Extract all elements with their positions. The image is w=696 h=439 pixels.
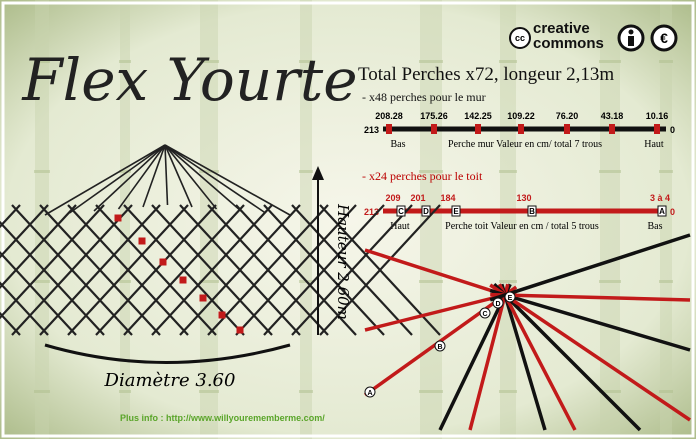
roof-end: 0 xyxy=(670,207,675,217)
bamboo-node xyxy=(499,170,517,173)
body: {"title": "Flex Yourte", "license": {"li… xyxy=(0,0,696,439)
wall-hole-value: 175.26 xyxy=(420,111,448,121)
bamboo-node xyxy=(34,390,50,393)
bamboo-node xyxy=(34,170,50,173)
wall-hole xyxy=(654,124,660,134)
wall-hole-value: 76.20 xyxy=(556,111,579,121)
roof-hole-letter: A xyxy=(659,207,665,216)
bamboo-node xyxy=(499,280,517,283)
wall-hole xyxy=(609,124,615,134)
roof-hole-value: 130 xyxy=(516,193,531,203)
by-head xyxy=(629,30,634,35)
bamboo-node xyxy=(299,170,313,173)
lattice-marker xyxy=(180,277,187,284)
wall-left-label: Bas xyxy=(391,139,406,150)
wall-hole xyxy=(431,124,437,134)
bamboo-node xyxy=(419,280,443,283)
roof-hole-letter: E xyxy=(453,207,459,216)
bamboo-node xyxy=(659,280,673,283)
bamboo-node xyxy=(659,170,673,173)
bamboo-node xyxy=(599,170,621,173)
cc-line2: commons xyxy=(533,35,604,52)
rod-hole-letter: A xyxy=(367,390,372,397)
roof-hole-value: 184 xyxy=(440,193,455,203)
cc-badge: cc xyxy=(515,33,525,43)
wall-end: 0 xyxy=(670,125,675,135)
page: Flex Yourte html, body { margin: 0; padd… xyxy=(0,0,696,439)
lattice-marker xyxy=(160,259,167,266)
bamboo-node xyxy=(299,390,313,393)
rod-hole-letter: B xyxy=(437,344,442,351)
roof-heading: - x24 perches pour le toit xyxy=(362,169,483,183)
wall-right-label: Haut xyxy=(644,139,664,150)
footer-link[interactable]: Plus info : http://www.willyourememberme… xyxy=(120,413,325,423)
infographic: Flex Yourte cc creative commons € Total … xyxy=(0,0,696,439)
roof-hole-value: 201 xyxy=(410,193,425,203)
bamboo-node xyxy=(499,60,517,63)
roof-hole-letter: B xyxy=(529,207,535,216)
nc-glyph: € xyxy=(660,30,668,46)
rod-hole-letter: D xyxy=(495,301,500,308)
roof-hole-letter: D xyxy=(423,207,429,216)
wall-caption: Perche mur Valeur en cm/ total 7 trous xyxy=(448,139,602,150)
wall-heading: - x48 perches pour le mur xyxy=(362,90,486,104)
roof-hole-value: 3 à 4 xyxy=(650,193,670,203)
wall-hole-value: 142.25 xyxy=(464,111,492,121)
wall-hole-value: 43.18 xyxy=(601,111,624,121)
bamboo-node xyxy=(659,390,673,393)
bamboo-stalk xyxy=(660,0,672,439)
wall-hole-value: 208.28 xyxy=(375,111,403,121)
diameter-label: Diamètre 3.60 xyxy=(104,370,236,391)
roof-right-label: Bas xyxy=(648,221,663,232)
wall-hole-value: 10.16 xyxy=(646,111,669,121)
height-label: Hauteur 2,60m xyxy=(334,203,352,320)
roof-caption: Perche toit Valeur en cm / total 5 trous xyxy=(445,221,599,232)
bamboo-node xyxy=(119,280,131,283)
wall-hole-value: 109.22 xyxy=(507,111,535,121)
roof-hole-letter: C xyxy=(398,207,404,216)
roof-hole-value: 209 xyxy=(385,193,400,203)
lattice-marker xyxy=(237,327,244,334)
bamboo-node xyxy=(499,390,517,393)
lattice-marker xyxy=(115,215,122,222)
bamboo-node xyxy=(419,390,443,393)
bamboo-node xyxy=(599,280,621,283)
rod-hole-letter: C xyxy=(482,311,487,318)
lattice-marker xyxy=(200,295,207,302)
by-body xyxy=(628,36,634,46)
bamboo-node xyxy=(599,60,621,63)
wall-start: 213 xyxy=(364,125,379,135)
bamboo-node xyxy=(419,60,443,63)
title: Flex Yourte xyxy=(21,46,357,114)
wall-hole xyxy=(386,124,392,134)
wall-hole xyxy=(475,124,481,134)
bamboo-node xyxy=(659,60,673,63)
lattice-marker xyxy=(139,238,146,245)
headline: Total Perches x72, longeur 2,13m xyxy=(358,64,614,85)
wall-hole xyxy=(518,124,524,134)
wall-hole xyxy=(564,124,570,134)
rod-hole-letter: E xyxy=(508,295,513,302)
lattice-marker xyxy=(219,312,226,319)
